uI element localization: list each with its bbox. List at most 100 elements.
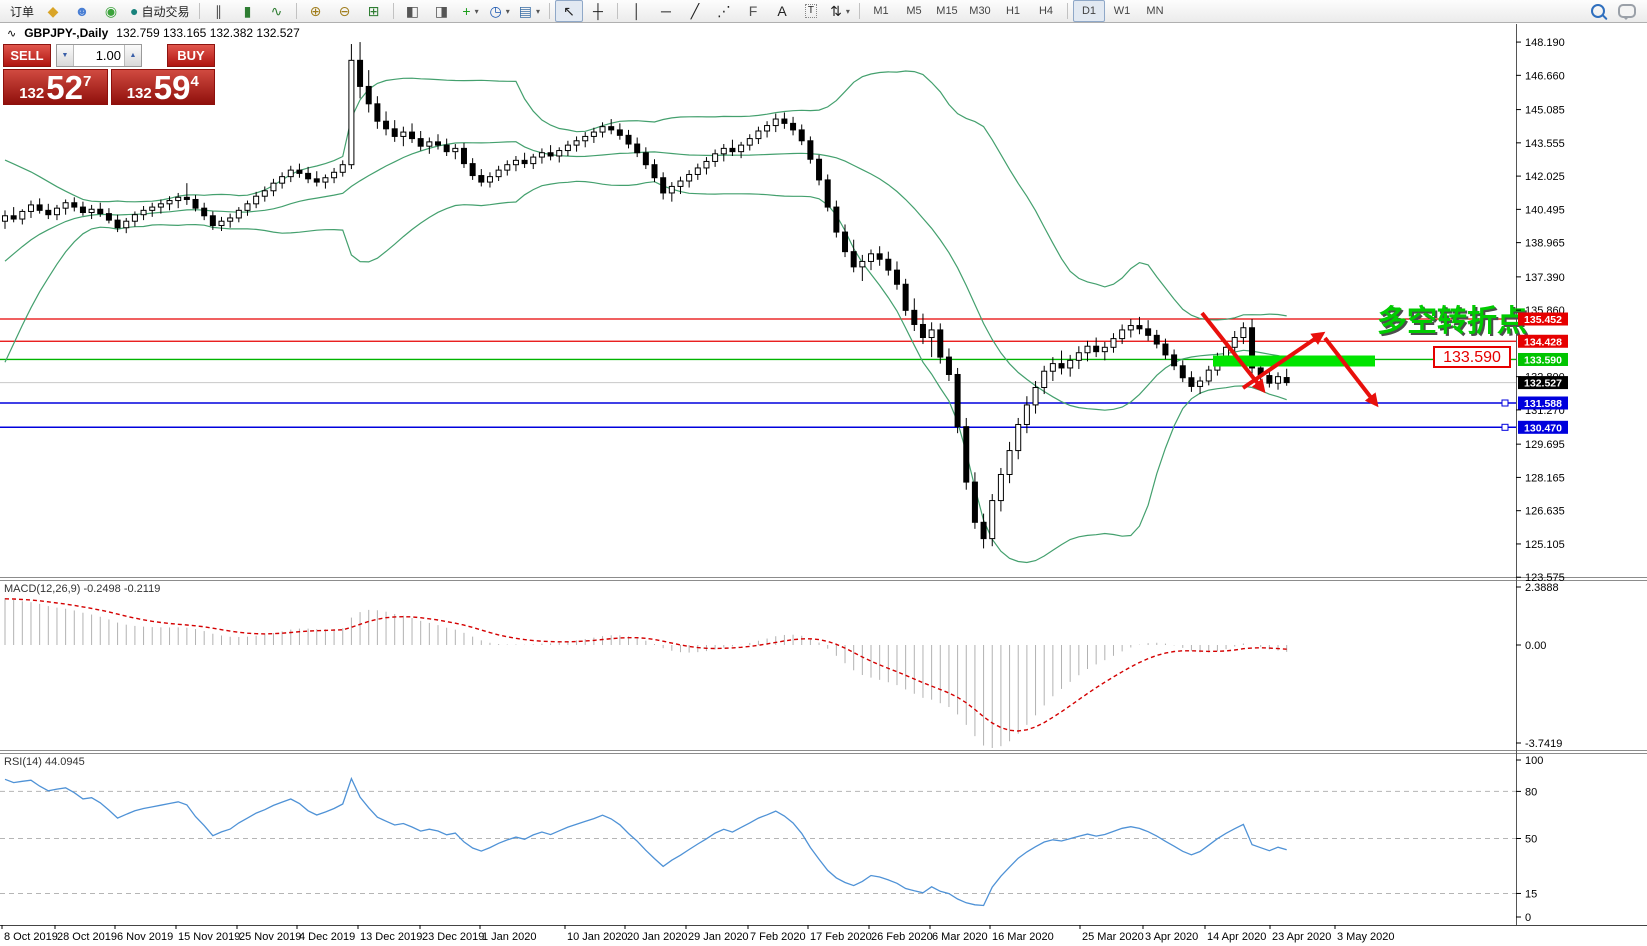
timeframe-h1-button[interactable]: H1	[1005, 5, 1021, 17]
period-icon: ◷	[489, 3, 502, 19]
auto-trading-button[interactable]: ● 自动交易	[126, 0, 193, 22]
candle-bullish	[322, 177, 329, 183]
timeframe-w1-button[interactable]: W1	[1113, 5, 1131, 17]
cursor-button[interactable]: ↖	[554, 0, 583, 22]
tile-windows-button[interactable]: ⊞	[360, 0, 388, 22]
volume-increase-button[interactable]: ▲	[124, 45, 141, 66]
timeframe-m15-button[interactable]: M15	[936, 5, 958, 17]
trend-arrow[interactable]	[1323, 336, 1379, 408]
candle-bullish	[868, 253, 874, 262]
candle-bearish	[1153, 334, 1160, 345]
rsi-axis-label: 0	[1525, 912, 1531, 924]
bar-chart-button[interactable]: ∥	[205, 0, 233, 22]
channel-button[interactable]: ⋰	[710, 0, 738, 22]
trend-arrow[interactable]	[1241, 331, 1326, 390]
bar-chart-icon: ∥	[215, 3, 222, 19]
search-icon-button[interactable]	[1584, 0, 1612, 22]
text-button[interactable]: A	[768, 0, 796, 22]
candle-bearish	[1283, 377, 1290, 384]
price-lines[interactable]	[0, 318, 1516, 431]
candle-bullish	[19, 210, 26, 220]
candle-bearish	[945, 356, 952, 375]
gold-icon-button[interactable]: ◆	[39, 0, 67, 22]
signal-icon-button[interactable]: ◉	[97, 0, 125, 22]
zoom-out-button[interactable]: ⊖	[331, 0, 359, 22]
buy-button[interactable]: BUY	[167, 44, 215, 67]
highlight-bar[interactable]	[1213, 355, 1375, 367]
date-axis-label: 28 Oct 2019	[57, 931, 117, 943]
candle-bearish	[1136, 325, 1143, 330]
candle-bullish	[694, 167, 701, 175]
crosshair-button[interactable]: ┼	[584, 0, 612, 22]
candle-bullish	[1032, 387, 1039, 406]
candle-bearish	[383, 120, 390, 130]
trend-arrows[interactable]	[1200, 311, 1379, 408]
zoom-in-button[interactable]: ⊕	[302, 0, 330, 22]
candle-bearish	[105, 213, 112, 221]
line-anchor-marker[interactable]	[1501, 399, 1509, 407]
date-axis-label: 23 Dec 2019	[422, 931, 484, 943]
rsi-axis-label: 100	[1525, 755, 1543, 767]
timeframe-mn-button[interactable]: MN	[1146, 5, 1164, 17]
candle-bearish	[1093, 345, 1100, 353]
vertical-line-button[interactable]: │	[623, 0, 651, 22]
candle-bearish	[893, 269, 900, 285]
volume-decrease-button[interactable]: ▼	[57, 45, 74, 66]
date-axis-label: 26 Feb 2020	[871, 931, 933, 943]
dropdown-arrow-icon: ▾	[505, 6, 510, 16]
candle-bullish	[989, 500, 996, 540]
new-order-button[interactable]: 订单	[6, 0, 38, 22]
text-label-icon: T	[804, 4, 818, 18]
candle-bullish	[1075, 352, 1082, 361]
candle-bearish	[478, 175, 485, 183]
candle-bullish	[720, 147, 727, 155]
chart-shift-button[interactable]: ◨	[428, 0, 456, 22]
timeframe-m1-button[interactable]: M1	[873, 5, 889, 17]
rsi-label: RSI(14) 44.0945	[4, 756, 85, 768]
price-badge	[1518, 396, 1568, 410]
indicator-window-button[interactable]: ◧	[399, 0, 427, 22]
price-badge-label: 132.527	[1524, 378, 1562, 390]
contacts-icon-button[interactable]: ☻	[68, 0, 96, 22]
macd-axis-label: 0.00	[1525, 640, 1546, 652]
candle-bearish	[391, 128, 398, 137]
timeframe-h4-button[interactable]: H4	[1038, 5, 1054, 17]
arrows-button[interactable]: ⇅ ▾	[826, 0, 854, 22]
auto-trading-label: 自动交易	[141, 4, 190, 19]
chat-icon-button[interactable]	[1613, 0, 1641, 22]
line-chart-button[interactable]: ∿	[263, 0, 291, 22]
line-anchor-marker[interactable]	[1501, 423, 1509, 431]
trendline-button[interactable]: ╱	[681, 0, 709, 22]
annotation-text[interactable]: 多空转折点	[1377, 305, 1527, 338]
fibonacci-button[interactable]: F	[739, 0, 767, 22]
candle-bullish	[599, 126, 606, 133]
date-axis-label: 15 Nov 2019	[178, 931, 240, 943]
period-button[interactable]: ◷ ▾	[486, 0, 514, 22]
text-label-button[interactable]: T	[797, 0, 825, 22]
toolbar-separator	[858, 3, 860, 19]
price-tag-box[interactable]	[1433, 346, 1511, 368]
macd-label: MACD(12,26,9) -0.2498 -0.2119	[4, 583, 161, 595]
macd-panel: 2.3888 0.00 -3.7419	[4, 582, 1562, 750]
timeframe-m30-button[interactable]: M30	[969, 5, 991, 17]
crosshair-icon: ┼	[593, 3, 603, 19]
candle-bullish	[738, 144, 745, 153]
candle-bullish	[530, 156, 537, 165]
candle-bullish	[53, 207, 60, 216]
timeframe-m5-button[interactable]: M5	[906, 5, 922, 17]
sell-button[interactable]: SELL	[3, 44, 51, 67]
price-axis-tick-label: 129.695	[1525, 439, 1565, 451]
trend-arrow[interactable]	[1200, 311, 1266, 394]
timeframe-d1-button[interactable]: D1	[1072, 0, 1105, 22]
add-indicator-button[interactable]: + ▾	[457, 0, 485, 22]
buy-price-button[interactable]: 132 59 4	[110, 69, 215, 105]
candle-bearish	[296, 169, 303, 174]
template-button[interactable]: ▤ ▾	[515, 0, 544, 22]
candlestick-chart-button[interactable]: ▮	[234, 0, 262, 22]
toolbar: 订单 ◆ ☻ ◉ ● 自动交易 ∥ ▮ ∿ ⊕ ⊖ ⊞ ◧ ◨ + ▾ ◷ ▾ ▤ ▾ ↖ ┼ │ ─ ╱ ⋰ F A T ⇅ ▾ M1 M5 M…	[0, 0, 1647, 23]
horizontal-line-button[interactable]: ─	[652, 0, 680, 22]
volume-input[interactable]	[74, 45, 124, 66]
sell-price-button[interactable]: 132 52 7	[3, 69, 108, 105]
